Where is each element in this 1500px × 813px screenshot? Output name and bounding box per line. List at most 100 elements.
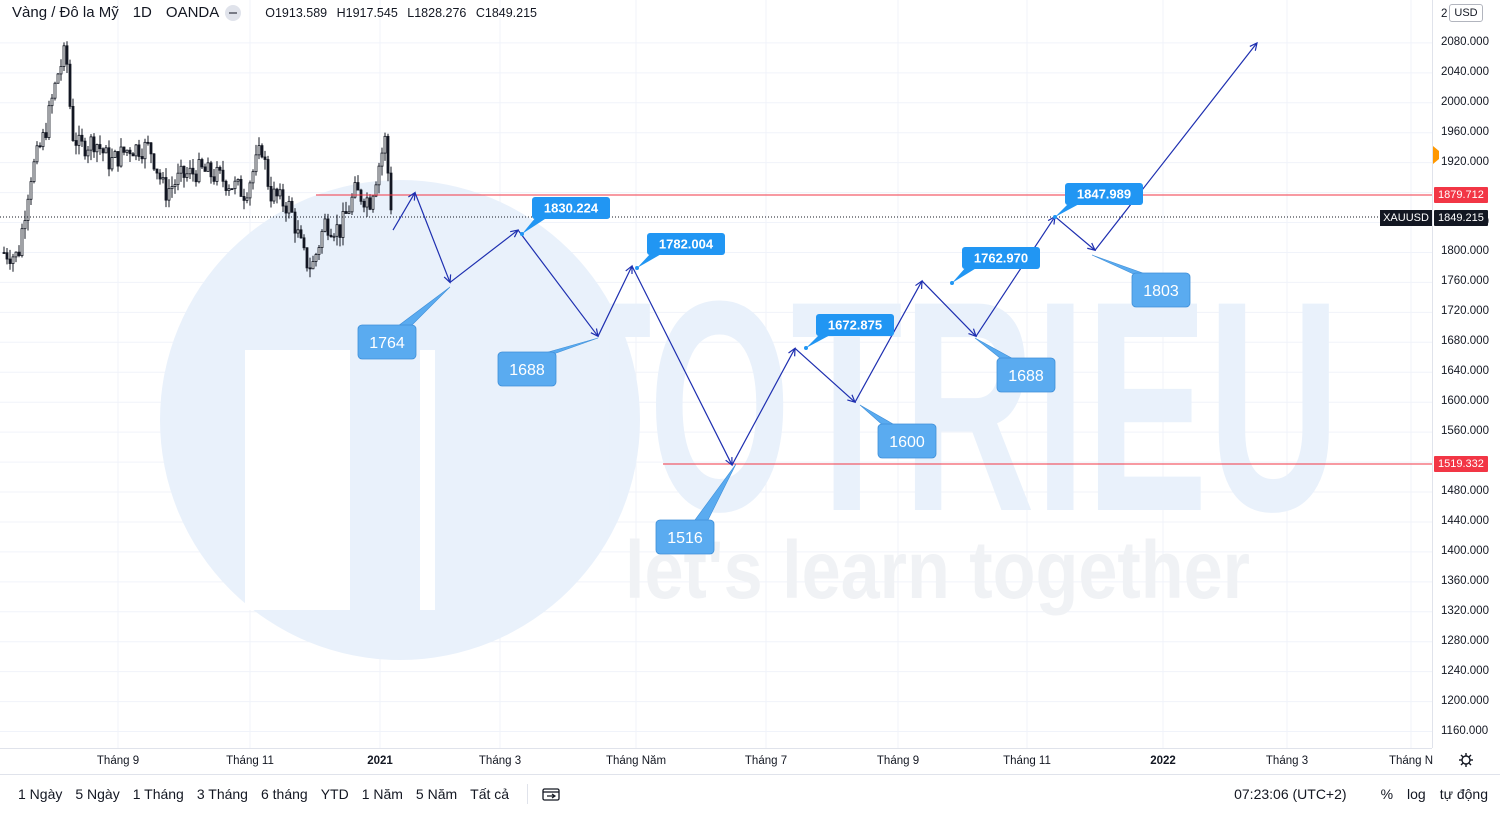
price-callout-text: 1764 xyxy=(369,335,405,352)
clock-label[interactable]: 07:23:06 (UTC+2) xyxy=(1234,786,1347,802)
price-tags: 1830.224 1782.004 1672.875 1762.970 1847.989 xyxy=(520,183,1143,350)
path-segment xyxy=(449,229,519,283)
price-label: 1640.000 xyxy=(1441,365,1489,378)
percent-toggle[interactable]: % xyxy=(1380,786,1394,802)
path-segment xyxy=(392,192,416,231)
price-callout-text: 1803 xyxy=(1143,283,1179,300)
path-segment xyxy=(975,216,1056,337)
hide-icon[interactable] xyxy=(225,4,242,21)
symbol-name[interactable]: Vàng / Đô la Mỹ xyxy=(12,4,119,21)
price-callout-text: 1516 xyxy=(667,530,703,547)
path-segment xyxy=(1094,42,1258,251)
path-segment xyxy=(1054,216,1096,251)
high-key: H xyxy=(336,5,346,20)
chart-canvas[interactable]: TOTRIEU let's learn together 1830.224 178… xyxy=(0,0,1432,748)
price-callout[interactable]: 1764 xyxy=(357,286,451,360)
price-callout[interactable]: 1688 xyxy=(974,337,1056,393)
time-label: Tháng 9 xyxy=(876,755,920,767)
timeframe-button[interactable]: 6 tháng xyxy=(260,786,308,802)
price-axis[interactable]: 2 USD 2080.000 2040.000 2000.000 1960.000 19… xyxy=(1432,0,1500,748)
price-annotation-tag[interactable]: 1762.970 xyxy=(950,247,1040,285)
price-label: 1480.000 xyxy=(1441,485,1489,497)
watermark-slogan: let's learn together xyxy=(625,525,1250,616)
resistance-price-tag: 1879.712 xyxy=(1434,187,1488,203)
price-annotation-text: 1830.224 xyxy=(544,201,599,216)
low-key: L xyxy=(407,5,415,20)
price-label: 1720.000 xyxy=(1441,305,1489,318)
price-annotation-tag[interactable]: 1672.875 xyxy=(804,314,894,350)
price-annotation-text: 1782.004 xyxy=(659,237,714,252)
settings-gear-icon[interactable] xyxy=(1458,752,1474,768)
price-callout[interactable]: 1803 xyxy=(1091,254,1191,308)
price-label: 1680.000 xyxy=(1441,335,1489,348)
price-callout[interactable]: 1600 xyxy=(859,404,937,459)
price-annotation-tag[interactable]: 1830.224 xyxy=(520,197,610,236)
price-label: 1960.000 xyxy=(1441,125,1489,138)
timeframe-button[interactable]: Tất cả xyxy=(470,786,510,802)
time-label: Tháng N xyxy=(1388,755,1434,767)
price-label: 2080.000 xyxy=(1441,35,1489,48)
open-key: O xyxy=(265,5,275,20)
projected-path[interactable] xyxy=(392,41,1258,467)
price-label-top: 2 xyxy=(1441,8,1448,20)
price-label: 1560.000 xyxy=(1441,425,1489,438)
price-label: 1920.000 xyxy=(1441,155,1489,168)
open-value: 1913.589 xyxy=(274,5,328,20)
price-label: 1400.000 xyxy=(1441,544,1489,557)
time-label: 2021 xyxy=(367,755,393,767)
path-segment xyxy=(631,265,733,466)
time-label: Tháng 7 xyxy=(744,755,788,767)
timeframe-button[interactable]: 1 Ngày xyxy=(18,786,63,802)
timeframe-button[interactable]: 1 Tháng xyxy=(132,786,184,802)
time-label: Tháng Năm xyxy=(605,755,667,767)
price-label: 1360.000 xyxy=(1441,574,1489,587)
date-range-icon[interactable] xyxy=(542,786,560,802)
low-value: 1828.276 xyxy=(414,5,467,20)
chart-legend: Vàng / Đô la Mỹ 1D OANDA O1913.589 H1917… xyxy=(12,4,543,21)
price-callout[interactable]: 1688 xyxy=(497,337,599,387)
log-toggle[interactable]: log xyxy=(1407,786,1426,802)
arrowhead xyxy=(1249,41,1258,51)
timeframe-button[interactable]: 3 Tháng xyxy=(196,786,248,802)
price-label: 1160.000 xyxy=(1441,724,1489,737)
time-label: Tháng 3 xyxy=(1265,755,1309,767)
high-value: 1917.545 xyxy=(345,5,398,20)
price-label: 2040.000 xyxy=(1441,65,1489,78)
path-segment xyxy=(517,229,599,337)
price-callout[interactable]: 1516 xyxy=(655,463,737,555)
price-callout-text: 1600 xyxy=(889,434,925,451)
currency-button[interactable]: USD xyxy=(1449,4,1483,22)
close-key: C xyxy=(475,5,485,20)
last-price-tag: 1849.215 xyxy=(1434,210,1488,226)
interval-label[interactable]: 1D xyxy=(132,4,152,21)
time-axis[interactable]: Tháng 9 Tháng 11 2021 Tháng 3 Tháng Năm Tháng… xyxy=(0,748,1434,775)
symbol-price-tag: XAUUSD xyxy=(1380,210,1432,226)
alert-marker-icon[interactable] xyxy=(1433,146,1441,164)
timeframe-button[interactable]: 1 Năm xyxy=(361,786,403,802)
price-annotation-tag[interactable]: 1782.004 xyxy=(635,233,725,270)
close-value: 1849.215 xyxy=(484,5,538,20)
price-label: 1600.000 xyxy=(1441,395,1489,408)
path-segment xyxy=(597,265,633,337)
price-callout-text: 1688 xyxy=(509,362,545,379)
path-segment xyxy=(794,347,856,403)
price-label: 1280.000 xyxy=(1441,634,1489,647)
timeframe-button[interactable]: 5 Ngày xyxy=(75,786,120,802)
watermark: TOTRIEU let's learn together xyxy=(160,180,1340,660)
callouts: 1764 1688 1516 1600 1688 1803 xyxy=(357,254,1191,555)
auto-toggle[interactable]: tự động xyxy=(1439,786,1488,802)
path-segment xyxy=(731,348,796,466)
support-price-tag: 1519.332 xyxy=(1434,456,1488,472)
path-segment xyxy=(854,280,923,403)
timeframe-button[interactable]: YTD xyxy=(320,786,349,802)
chart-area[interactable]: TOTRIEU let's learn together 1830.224 178… xyxy=(0,0,1432,748)
price-annotation-text: 1847.989 xyxy=(1077,187,1131,202)
divider xyxy=(527,784,529,804)
price-annotation-tag[interactable]: 1847.989 xyxy=(1053,183,1143,219)
timeframe-button[interactable]: 5 Năm xyxy=(415,786,458,802)
path-segment xyxy=(921,280,977,337)
time-label: Tháng 3 xyxy=(478,755,522,767)
price-label: 1320.000 xyxy=(1441,604,1489,617)
time-label: 2022 xyxy=(1150,755,1176,767)
time-label: Tháng 11 xyxy=(226,755,274,767)
